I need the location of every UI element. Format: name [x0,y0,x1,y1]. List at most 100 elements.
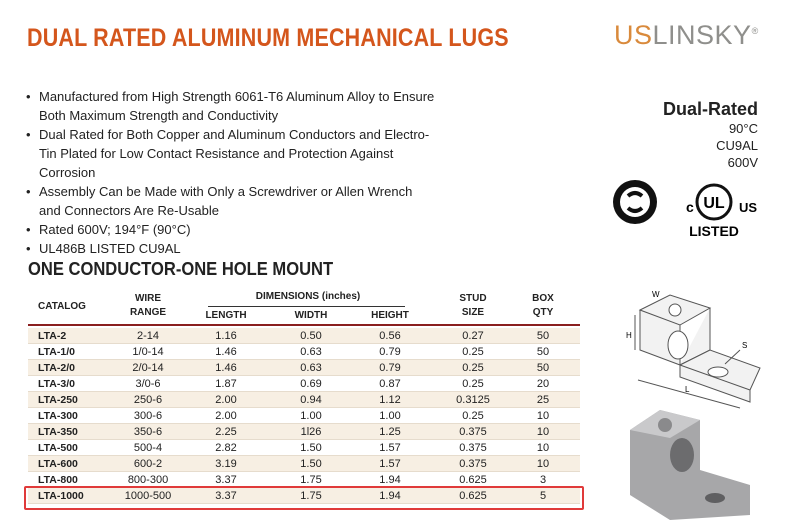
table-cell: 1.46 [215,346,237,358]
table-cell: 250-6 [133,394,163,406]
table-cell: 2.82 [215,442,237,454]
feature-item: UL486B LISTED CU9AL [26,239,436,258]
table-row-bg [28,488,580,504]
table-cell: 0.87 [379,378,401,390]
lug-drawing [634,294,761,409]
table-cell: 20 [536,378,550,390]
brand-logo: USLINSKY® [614,20,759,51]
header-height: HEIGHT [371,310,409,321]
table-cell: 1000-500 [124,490,172,502]
dimensions-rule [208,306,405,307]
table-cell: 1.50 [300,458,322,470]
ul-c: c [686,199,694,215]
table-cell: 1.46 [215,362,237,374]
table-cell: 300-6 [133,410,163,422]
table-cell: 10 [536,458,550,470]
table-cell: 1.94 [379,474,401,486]
table-cell: 10 [536,442,550,454]
header-length: LENGTH [205,310,247,321]
table-cell: 0.56 [379,330,401,342]
rating: Dual-Rated 90°C CU9AL 600V [663,98,758,171]
table-cell: 800-300 [127,474,169,486]
table-cell: 0.375 [459,442,487,454]
catalog-cell: LTA-250 [38,394,78,406]
table-cell: 0.25 [462,410,484,422]
spec-table: CATALOG WIRE RANGE DIMENSIONS (inches) LENG… [24,291,584,510]
table-cell: 3.37 [215,474,237,486]
ul-listed: LISTED [689,223,739,239]
table-cell: 1.75 [300,490,322,502]
dim-w: W [652,290,660,299]
csa-mark [626,191,644,213]
header-width: WIDTH [294,310,328,321]
table-cell: 3.37 [215,490,237,502]
ul-circle [695,183,733,221]
ul-text: UL [703,195,725,212]
table-cell: 0.25 [462,362,484,374]
catalog-cell: LTA-2/0 [38,362,75,374]
catalog-cell: LTA-1/0 [38,346,75,358]
table-cell: 1.50 [300,442,322,454]
table-cell: 25 [536,394,550,406]
header-wire-range: WIRE RANGE [129,293,167,318]
rating-line: CU9AL [716,138,758,153]
table-cell: 2.00 [215,410,237,422]
dim-l: L [685,385,690,394]
table-cell: 600-2 [133,458,163,470]
table-row-bg [28,456,580,472]
table-cell: 1/0-14 [132,346,164,358]
catalog-cell: LTA-300 [38,410,78,422]
table-cell: 500-4 [133,442,163,454]
table-cell: 350-6 [133,426,163,438]
title: DUAL RATED ALUMINUM MECHANICAL LUGS [27,24,509,52]
table-cell: 10 [536,410,550,422]
header-dimensions: DIMENSIONS (inches) [255,291,361,302]
catalog-cell: LTA-1000 [38,490,84,502]
feature-item: Rated 600V; 194°F (90°C) [26,220,436,239]
table-title: ONE CONDUCTOR-ONE HOLE MOUNT [28,259,334,279]
table-cell: 50 [536,346,550,358]
table-cell: 10 [536,426,550,438]
feature-item: Dual Rated for Both Copper and Aluminum … [26,125,436,182]
header-catalog: CATALOG [38,301,86,312]
rating-line: 90°C [728,121,758,136]
table-cell: 3.19 [215,458,237,470]
table-cell: 1.87 [215,378,237,390]
table-cell: 0.25 [462,346,484,358]
table-cell: 2.25 [215,426,237,438]
table-cell: 0.79 [379,362,401,374]
table-row-bg [28,328,580,344]
table-cell: 0.375 [459,426,487,438]
table-cell: 5 [539,490,547,502]
rating-line: 600V [727,155,758,170]
table-cell: 0.625 [459,474,487,486]
table-cell: 0.79 [379,346,401,358]
table-cell: 1.00 [300,410,322,422]
catalog-cell: LTA-800 [38,474,78,486]
table-cell: 0.375 [459,458,487,470]
table-cell: 1.57 [379,442,401,454]
row-highlight [24,486,584,510]
catalog-cell: LTA-2 [38,330,67,342]
cert-logos: c UL US LISTED [613,180,757,239]
table-cell: 0.25 [462,378,484,390]
table-row-bg [28,376,580,392]
catalog-cell: LTA-350 [38,426,78,438]
table-row-bg [28,392,580,408]
header-stud-size: STUD SIZE [459,293,487,318]
table-cell: 2.00 [215,394,237,406]
feature-item: Assembly Can be Made with Only a Screwdr… [26,182,436,220]
table-cell: 3/0-6 [135,378,161,390]
catalog-cell: LTA-3/0 [38,378,75,390]
table-cell: 1.25 [379,426,401,438]
table-cell: 1.00 [379,410,401,422]
table-row-bg [28,440,580,456]
table-cell: 0.94 [300,394,322,406]
dim-h: H [626,331,632,340]
header-rule [28,324,580,326]
table-cell: 1.57 [379,458,401,470]
table-cell: 0.27 [462,330,484,342]
feature-item: Manufactured from High Strength 6061-T6 … [26,87,436,125]
table-cell: 2-14 [136,330,160,342]
